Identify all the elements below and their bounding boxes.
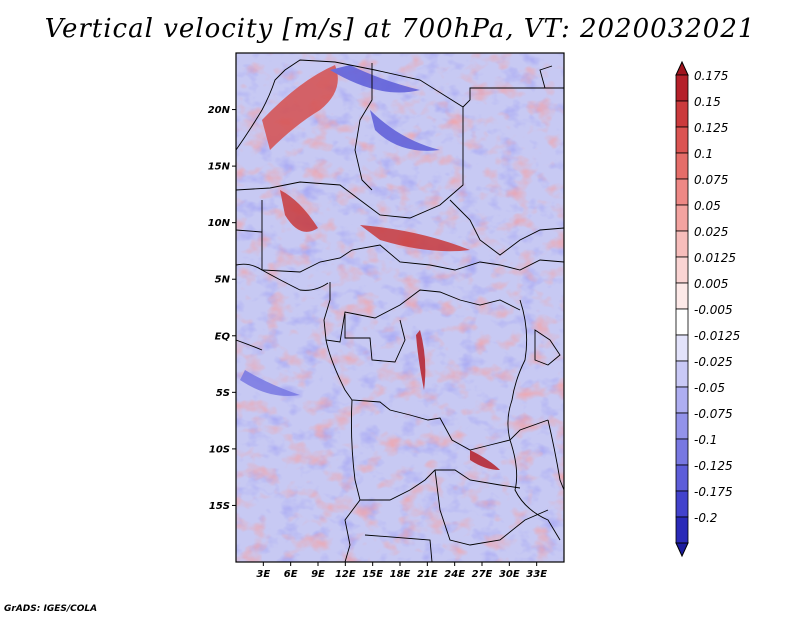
vertical-velocity-field <box>236 53 564 562</box>
lon-tick-label: 18E <box>390 569 411 580</box>
lat-tick-label: 5N <box>215 275 231 286</box>
colorbar-label: -0.075 <box>694 407 733 421</box>
colorbar-swatch <box>675 308 689 336</box>
colorbar-bottom-arrow <box>675 542 689 558</box>
colorbar-swatch <box>675 204 689 232</box>
field-strong-features <box>240 65 500 470</box>
colorbar-label: -0.2 <box>694 511 717 525</box>
map-title: Vertical velocity [m/s] at 700hPa, VT: 2… <box>44 14 756 44</box>
colorbar-label: 0.05 <box>694 199 721 213</box>
colorbar-label: 0.0125 <box>694 251 736 265</box>
lat-tick-label: EQ <box>215 331 231 342</box>
colorbar-swatch <box>675 438 689 466</box>
colorbar-label: -0.1 <box>694 433 717 447</box>
lon-tick-label: 12E <box>335 569 356 580</box>
colorbar-label: -0.005 <box>694 303 733 317</box>
colorbar-label: 0.025 <box>694 225 728 239</box>
colorbar-label: -0.125 <box>694 459 733 473</box>
colorbar-swatch <box>675 230 689 258</box>
lon-tick-label: 33E <box>526 569 547 580</box>
lon-tick-label: 21E <box>417 569 438 580</box>
lat-tick-label: 5S <box>216 388 230 399</box>
colorbar-label: -0.05 <box>694 381 725 395</box>
colorbar-swatch <box>675 178 689 206</box>
lon-tick-label: 6E <box>284 569 298 580</box>
lon-tick-label: 24E <box>444 569 465 580</box>
colorbar-swatch <box>675 334 689 362</box>
grads-credit: GrADS: IGES/COLA <box>4 604 98 614</box>
lon-tick-label: 3E <box>256 569 270 580</box>
colorbar-label: 0.125 <box>694 121 728 135</box>
lat-tick-label: 15S <box>209 501 230 512</box>
colorbar-swatch <box>675 256 689 284</box>
colorbar-label: -0.0125 <box>694 329 740 343</box>
lon-tick-label: 15E <box>362 569 383 580</box>
lon-tick-label: 30E <box>499 569 520 580</box>
colorbar-top-arrow <box>675 60 689 76</box>
colorbar-swatch <box>675 386 689 414</box>
colorbar-swatch <box>675 100 689 128</box>
colorbar-swatch <box>675 74 689 102</box>
lat-tick-label: 10S <box>209 444 230 455</box>
lat-tick-label: 20N <box>208 105 231 116</box>
lon-tick-label: 27E <box>472 569 493 580</box>
colorbar-label: -0.175 <box>694 485 733 499</box>
colorbar-label: 0.15 <box>694 95 721 109</box>
colorbar-label: 0.075 <box>694 173 728 187</box>
colorbar-label: 0.175 <box>694 69 728 83</box>
colorbar-label: 0.1 <box>694 147 713 161</box>
lat-tick-label: 15N <box>208 162 231 173</box>
colorbar-swatch <box>675 412 689 440</box>
colorbar-swatch <box>675 516 689 544</box>
colorbar-swatch <box>675 126 689 154</box>
colorbar: 0.175 0.15 0.125 0.1 0.075 0.05 0.025 0.0125 0.0… <box>675 60 740 558</box>
colorbar-swatch <box>675 282 689 310</box>
lat-tick-label: 10N <box>208 218 231 229</box>
colorbar-label: 0.005 <box>694 277 728 291</box>
lon-tick-label: 9E <box>311 569 325 580</box>
colorbar-swatch <box>675 490 689 518</box>
colorbar-label: -0.025 <box>694 355 733 369</box>
colorbar-swatch <box>675 152 689 180</box>
colorbar-swatch <box>675 464 689 492</box>
latitude-axis: 20N 15N 10N 5N EQ 5S 10S 15S <box>208 105 236 512</box>
colorbar-swatch <box>675 360 689 388</box>
country-borders <box>236 59 564 562</box>
longitude-axis: 3E 6E 9E 12E 15E 18E 21E 24E 27E 30E 33E <box>256 562 547 580</box>
